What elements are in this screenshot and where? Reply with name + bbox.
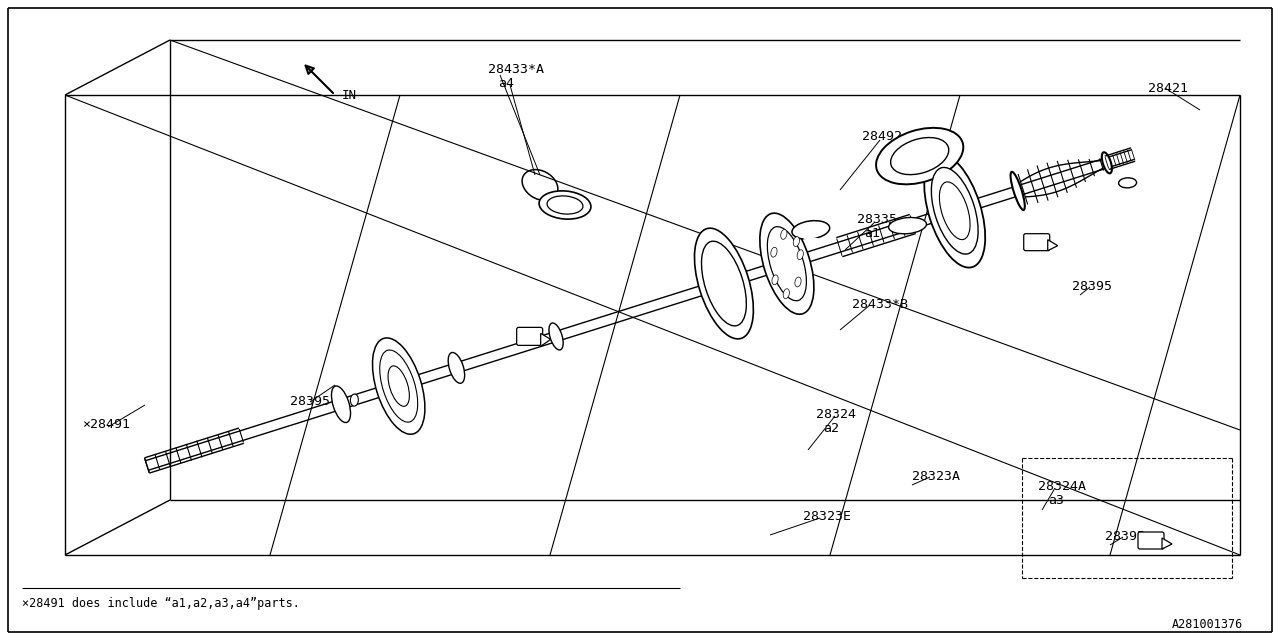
Text: 28395: 28395	[291, 395, 330, 408]
Ellipse shape	[797, 250, 804, 260]
Ellipse shape	[781, 230, 787, 239]
Text: 28395: 28395	[1073, 280, 1112, 293]
Ellipse shape	[388, 366, 410, 406]
Text: ×28491 does include “a1,a2,a3,a4”parts.: ×28491 does include “a1,a2,a3,a4”parts.	[22, 597, 300, 610]
Text: ×28491: ×28491	[82, 418, 131, 431]
Ellipse shape	[1010, 172, 1025, 210]
Ellipse shape	[771, 247, 777, 257]
FancyBboxPatch shape	[1138, 532, 1164, 549]
Ellipse shape	[351, 394, 358, 406]
Text: a2: a2	[823, 422, 838, 435]
Ellipse shape	[888, 218, 927, 234]
Ellipse shape	[795, 277, 801, 287]
Ellipse shape	[760, 213, 814, 314]
Ellipse shape	[332, 386, 351, 422]
Text: IN: IN	[342, 88, 357, 102]
Ellipse shape	[701, 241, 746, 326]
Ellipse shape	[549, 323, 563, 350]
Ellipse shape	[891, 138, 948, 175]
Text: a4: a4	[498, 77, 515, 90]
Text: 28324: 28324	[817, 408, 856, 421]
FancyBboxPatch shape	[517, 328, 543, 346]
Ellipse shape	[372, 338, 425, 435]
Text: a1: a1	[864, 227, 881, 240]
Text: A281001376: A281001376	[1172, 618, 1243, 631]
Text: 28323A: 28323A	[913, 470, 960, 483]
Ellipse shape	[783, 289, 790, 299]
Ellipse shape	[380, 350, 417, 422]
Ellipse shape	[792, 221, 829, 239]
Ellipse shape	[924, 154, 986, 268]
Polygon shape	[540, 333, 550, 346]
Ellipse shape	[695, 228, 754, 339]
Text: 28335: 28335	[858, 213, 897, 226]
Ellipse shape	[1119, 178, 1137, 188]
Text: 28324A: 28324A	[1038, 480, 1085, 493]
Ellipse shape	[876, 128, 964, 184]
Ellipse shape	[940, 182, 970, 239]
Ellipse shape	[767, 227, 806, 301]
Ellipse shape	[448, 353, 465, 383]
Polygon shape	[1048, 240, 1057, 251]
FancyBboxPatch shape	[1024, 234, 1050, 251]
Text: 28421: 28421	[1148, 82, 1188, 95]
Ellipse shape	[539, 191, 591, 219]
Text: 28395: 28395	[1105, 530, 1146, 543]
Text: 28492: 28492	[861, 130, 902, 143]
Polygon shape	[1162, 538, 1172, 549]
Ellipse shape	[932, 168, 978, 254]
Text: 28323E: 28323E	[803, 510, 851, 523]
Text: 28433*A: 28433*A	[488, 63, 544, 76]
Ellipse shape	[547, 196, 582, 214]
Ellipse shape	[772, 275, 778, 285]
Ellipse shape	[1102, 152, 1112, 173]
Ellipse shape	[794, 237, 800, 246]
Text: a3: a3	[1048, 494, 1064, 507]
Text: 28433*B: 28433*B	[852, 298, 908, 311]
